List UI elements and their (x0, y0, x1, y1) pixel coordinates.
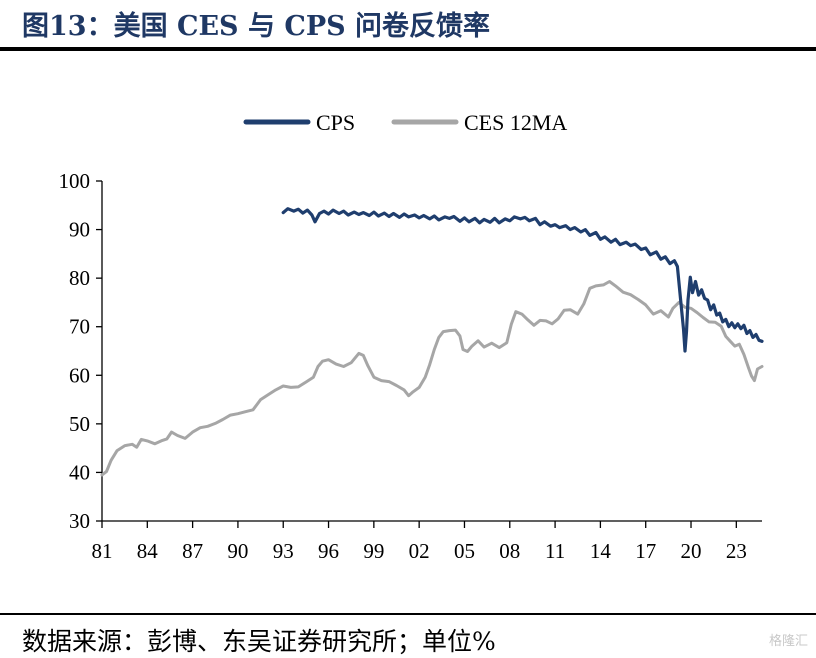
series-line-ces-12ma (100, 280, 764, 477)
footer-divider (0, 613, 816, 615)
legend-label-cps: CPS (316, 110, 355, 135)
y-tick-label: 90 (69, 218, 90, 242)
x-tick-label: 90 (227, 539, 248, 563)
y-tick-label: 80 (69, 266, 90, 290)
x-tick-label: 14 (590, 539, 612, 563)
x-tick-label: 08 (499, 539, 520, 563)
series-layer (100, 207, 764, 477)
y-tick-label: 50 (69, 412, 90, 436)
x-tick-label: 05 (454, 539, 475, 563)
y-tick-label: 100 (59, 169, 91, 193)
legend-label-ces: CES 12MA (464, 110, 567, 135)
title-divider (0, 47, 816, 51)
x-tick-label: 20 (681, 539, 702, 563)
x-tick-label: 81 (92, 539, 113, 563)
x-tick-label: 93 (273, 539, 294, 563)
source-note: 数据来源：彭博、东吴证券研究所；单位% (22, 627, 496, 656)
y-tick-label: 70 (69, 315, 90, 339)
x-tick-label: 02 (409, 539, 430, 563)
x-tick-label: 17 (635, 539, 656, 563)
x-tick-label: 23 (726, 539, 747, 563)
y-tick-label: 60 (69, 363, 90, 387)
chart-title: 图13：美国 CES 与 CPS 问卷反馈率 (22, 11, 491, 42)
y-tick-label: 40 (69, 460, 90, 484)
y-tick-label: 30 (69, 509, 90, 533)
x-tick-label: 11 (545, 539, 565, 563)
x-tick-label: 84 (137, 539, 159, 563)
x-tick-label: 96 (318, 539, 339, 563)
watermark: 格隆汇 (768, 634, 808, 649)
legend: CPS CES 12MA (243, 110, 567, 135)
x-tick-label: 87 (182, 539, 203, 563)
series-line-cps (281, 207, 764, 353)
x-tick-label: 99 (363, 539, 384, 563)
axes: 30 40 50 60 70 80 90 100 81 84 87 90 93 96 99 02 05 08 11 1… (59, 169, 762, 563)
